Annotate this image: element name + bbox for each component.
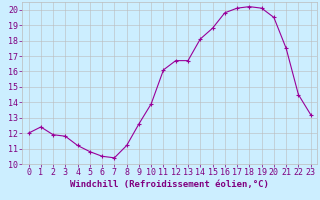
X-axis label: Windchill (Refroidissement éolien,°C): Windchill (Refroidissement éolien,°C) [70,180,269,189]
